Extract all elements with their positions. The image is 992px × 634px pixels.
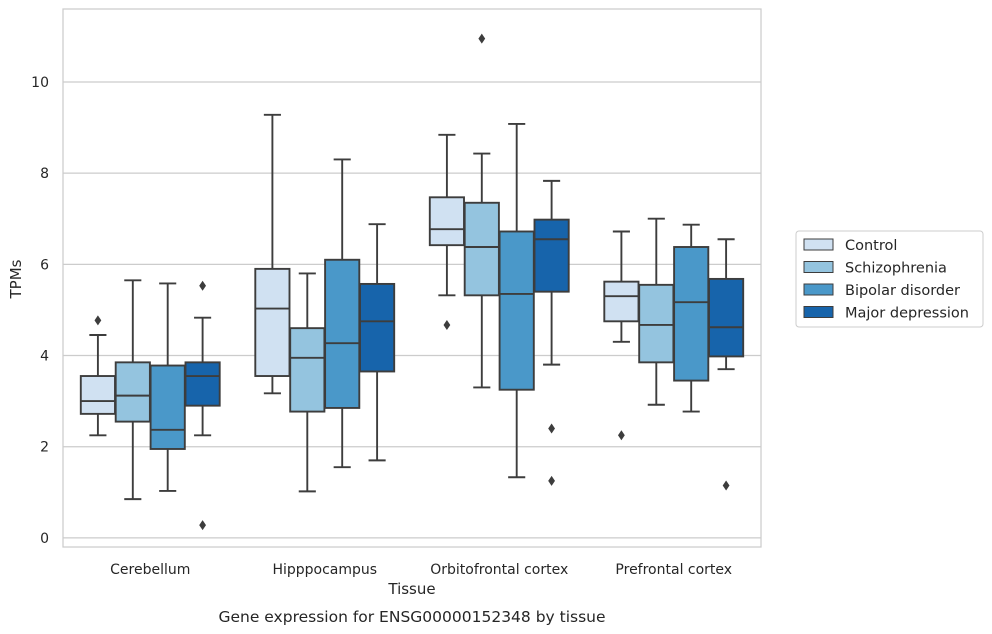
box [359, 282, 396, 373]
x-tick-labels: Cerebellum Hipppocampus Orbitofrontal cort… [110, 562, 732, 578]
x-tick-label: Orbitofrontal cortex [430, 562, 568, 578]
outlier-point [618, 430, 625, 441]
y-tick-label: 2 [40, 440, 49, 456]
series-bipolar-disorder [149, 122, 710, 492]
box [324, 258, 361, 409]
box [114, 361, 151, 423]
box [498, 230, 535, 391]
box-group [289, 272, 326, 493]
box [149, 364, 186, 450]
box-group [428, 133, 465, 330]
outlier-point [443, 319, 451, 330]
box-group [114, 279, 151, 501]
legend-swatch [803, 261, 834, 273]
box-group [79, 315, 116, 437]
legend: Control Schizophrenia Bipolar disorder Majo… [795, 230, 984, 328]
outlier-point [199, 520, 206, 531]
box-group [184, 280, 221, 531]
x-axis-title: Tissue [387, 580, 435, 598]
box [289, 327, 326, 413]
box [428, 196, 465, 247]
box-group [463, 33, 500, 389]
box [184, 361, 221, 407]
legend-label: Major depression [845, 306, 969, 322]
outlier-point [548, 475, 555, 486]
box-group [533, 179, 570, 486]
box-marks [79, 33, 745, 531]
legend-label: Control [845, 238, 897, 254]
box [603, 280, 640, 323]
y-tick-label: 0 [40, 531, 49, 547]
legend-swatch [803, 238, 834, 251]
series-major-depression [184, 179, 745, 531]
box [463, 201, 500, 297]
outlier-point [94, 315, 102, 326]
x-tick-label: Hipppocampus [272, 562, 377, 578]
y-tick-labels: 0 2 4 6 8 10 [31, 75, 49, 547]
outlier-point [722, 480, 730, 491]
y-tick-label: 10 [31, 75, 49, 91]
box [638, 283, 675, 364]
box-group [638, 217, 675, 406]
legend-label: Schizophrenia [845, 261, 947, 277]
y-tick-label: 4 [40, 349, 49, 365]
outlier-point [199, 280, 206, 291]
box [254, 267, 291, 377]
box [673, 246, 710, 382]
box-group [708, 238, 745, 491]
box-group [254, 113, 291, 395]
legend-swatch [803, 283, 834, 296]
legend-label: Bipolar disorder [845, 283, 960, 299]
box-group [359, 223, 396, 462]
x-tick-label: Cerebellum [110, 562, 190, 578]
box [79, 375, 116, 415]
series-control [79, 113, 640, 441]
outlier-point [478, 33, 486, 44]
y-tick-label: 8 [40, 166, 49, 182]
box-group [149, 282, 186, 492]
y-tick-label: 6 [40, 257, 49, 273]
legend-frame [795, 230, 984, 328]
box [708, 277, 745, 358]
series-schizophrenia [114, 33, 675, 501]
box-group [673, 223, 710, 413]
y-axis-title: TPMs [7, 259, 25, 299]
box-group [603, 230, 640, 441]
chart-caption: Gene expression for ENSG00000152348 by t… [218, 608, 605, 626]
plot-area-frame [62, 8, 762, 548]
x-tick-label: Prefrontal cortex [615, 562, 732, 578]
box-group [498, 122, 535, 479]
legend-swatch [803, 306, 834, 318]
outlier-point [548, 423, 555, 434]
box-group [324, 158, 361, 469]
box [533, 218, 570, 293]
